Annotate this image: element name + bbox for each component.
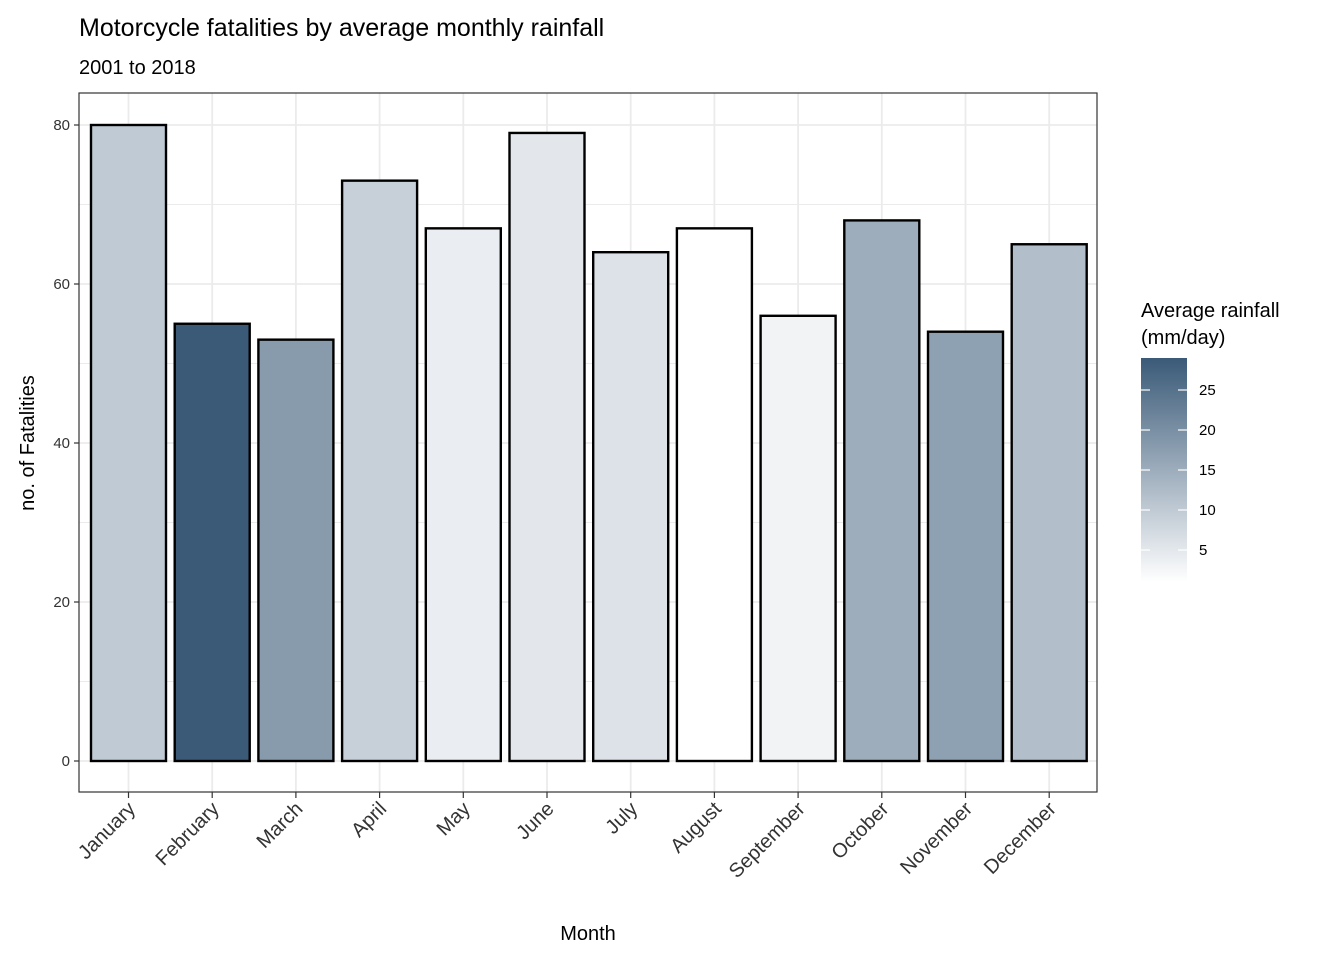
y-tick-label: 60 <box>53 276 70 293</box>
chart-subtitle: 2001 to 2018 <box>79 57 196 79</box>
bar-november <box>926 330 1005 763</box>
x-tick-label-august: August <box>666 798 726 858</box>
y-axis: 0 20 40 60 80 <box>53 117 79 770</box>
x-axis: January February March April May June July Augu… <box>74 792 1061 883</box>
x-tick-label-july: July <box>602 798 643 839</box>
x-tick-label-october: October <box>827 798 893 864</box>
bar-september <box>759 314 837 763</box>
chart-title: Motorcycle fatalities by average monthly… <box>79 14 604 42</box>
bar-march <box>257 338 335 763</box>
bar-may <box>424 227 502 763</box>
x-tick-label-april: April <box>347 798 391 842</box>
legend-tick-label: 5 <box>1199 542 1207 559</box>
legend: Average rainfall (mm/day) 5 10 15 20 25 <box>1141 300 1280 582</box>
bar-december <box>1010 243 1088 763</box>
x-tick-label-june: June <box>512 798 558 844</box>
y-axis-title: no. of Fatalities <box>17 375 39 511</box>
x-tick-label-september: September <box>725 798 810 883</box>
bar-august <box>675 227 754 763</box>
y-tick-label: 0 <box>62 753 70 770</box>
bar-april <box>340 179 419 763</box>
x-tick-label-december: December <box>980 798 1061 879</box>
legend-tick-label: 20 <box>1199 422 1216 439</box>
y-tick-label: 40 <box>53 435 70 452</box>
bar-july <box>592 250 670 763</box>
legend-ticks: 5 10 15 20 25 <box>1141 382 1216 559</box>
x-tick-label-february: February <box>152 798 224 870</box>
y-tick-label: 80 <box>53 117 70 134</box>
x-tick-label-march: March <box>253 798 308 853</box>
y-tick-label: 20 <box>53 594 70 611</box>
legend-title-line1: Average rainfall <box>1141 300 1280 322</box>
bar-february <box>173 322 251 763</box>
bar-january <box>89 123 168 763</box>
legend-tick-label: 10 <box>1199 502 1216 519</box>
legend-tick-label: 15 <box>1199 462 1216 479</box>
legend-tick-label: 25 <box>1199 382 1216 399</box>
x-tick-label-may: May <box>433 798 475 840</box>
bar-june <box>508 131 586 763</box>
bar-october <box>843 219 921 763</box>
bars <box>89 123 1088 763</box>
x-tick-label-november: November <box>896 798 977 879</box>
legend-title-line2: (mm/day) <box>1141 327 1225 349</box>
x-axis-title: Month <box>560 923 616 945</box>
x-tick-label-january: January <box>74 798 140 864</box>
